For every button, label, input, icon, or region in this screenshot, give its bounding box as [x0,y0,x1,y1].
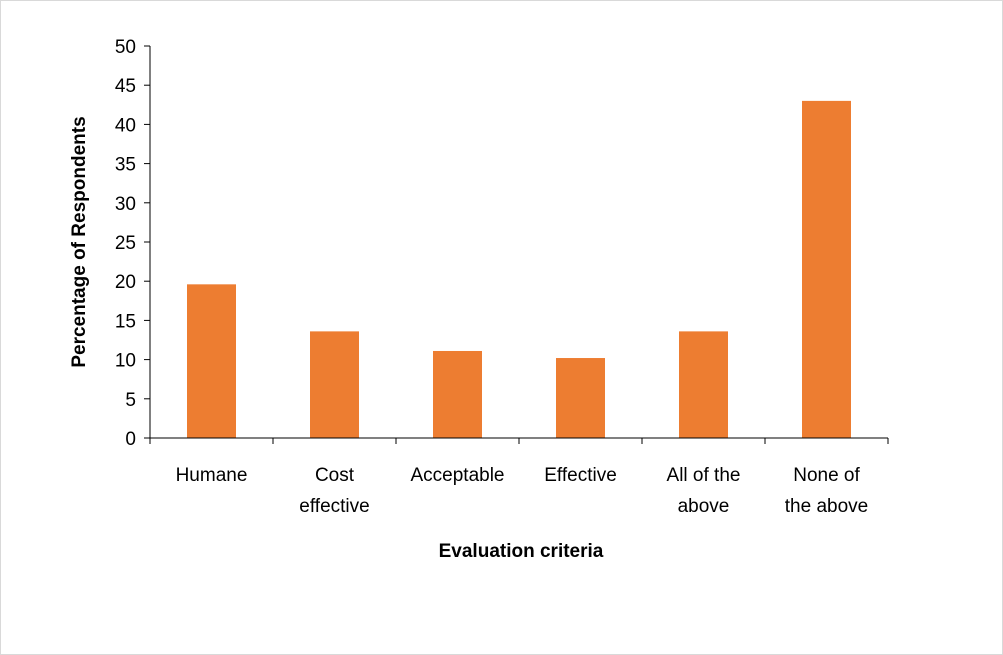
x-category-label: Acceptable [410,465,504,486]
bar [802,100,851,438]
bar-group [187,100,851,438]
bar [556,358,605,438]
x-category-label: Cost effective [299,465,369,517]
y-tick-label: 10 [115,351,136,372]
x-axis-title: Evaluation criteria [439,541,604,562]
y-tick-label: 40 [115,115,136,136]
y-tick-label: 15 [115,311,136,332]
y-tick-label: 25 [115,233,136,254]
y-tick-label: 45 [115,76,136,97]
bar [187,284,236,438]
y-tick-label: 20 [115,272,136,293]
y-tick-group: 0 5 10 15 20 25 30 35 40 45 50 [115,37,150,450]
x-category-label: Humane [176,465,248,486]
y-axis-title: Percentage of Respondents [69,116,90,367]
bar [433,350,482,438]
y-tick-label: 50 [115,37,136,58]
y-tick-label: 30 [115,194,136,215]
x-category-label: All of the above [667,465,741,517]
x-category-label: Effective [544,465,617,486]
x-category-label: None of the above [785,465,868,517]
y-tick-label: 5 [125,390,136,411]
y-tick-label: 0 [125,429,136,450]
x-tick-group [149,438,889,444]
x-category-label-group: Humane Cost effective Acceptable Effective Al… [176,465,869,517]
bar [310,331,359,438]
bar [679,331,728,438]
axes-group [149,46,888,439]
y-tick-label: 35 [115,155,136,176]
